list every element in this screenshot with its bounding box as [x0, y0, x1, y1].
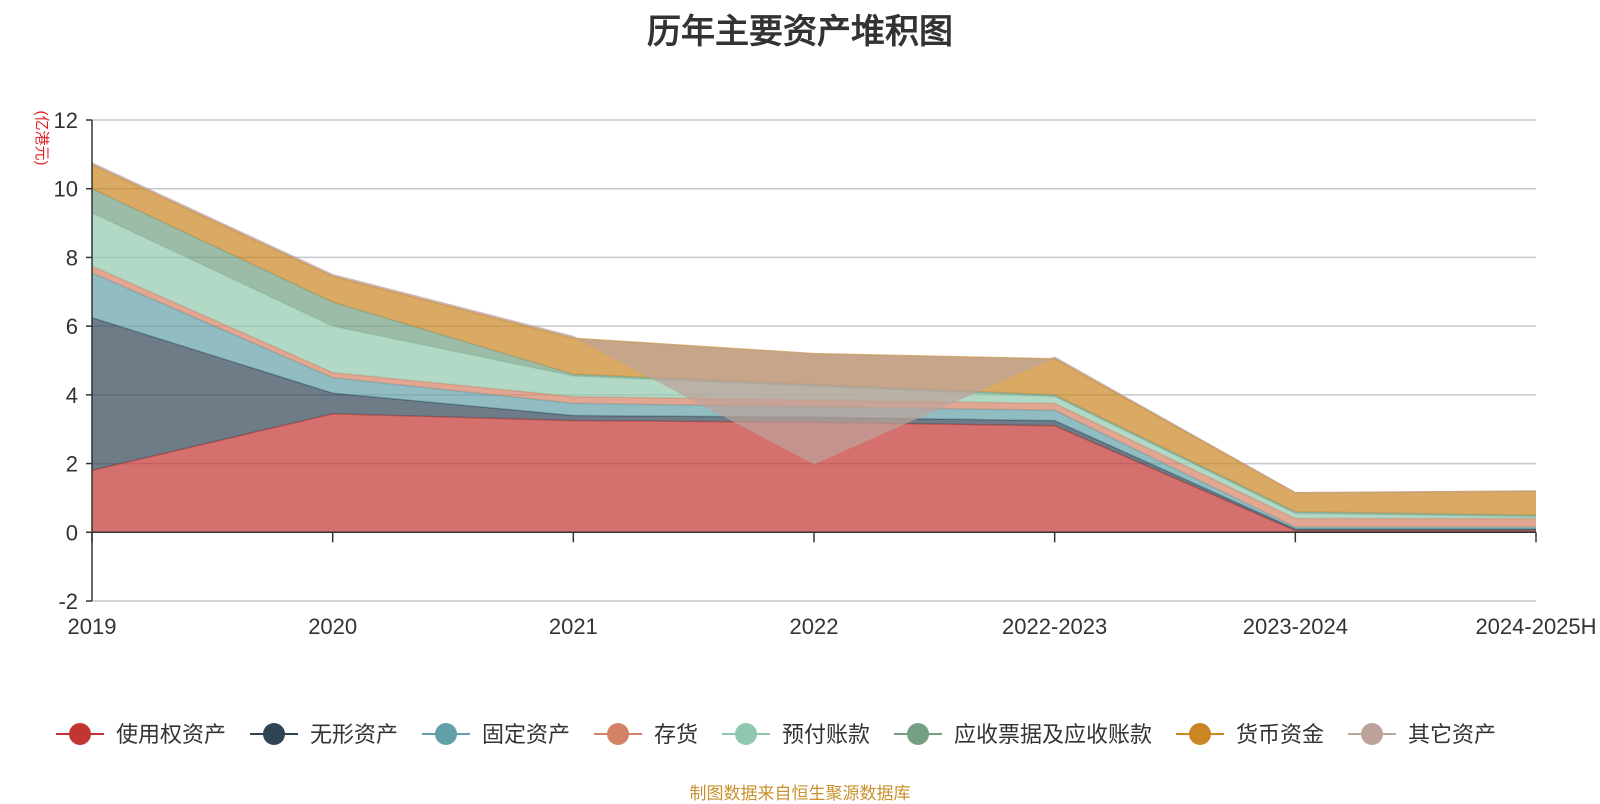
- legend-swatch-dot: [263, 723, 285, 745]
- legend-item-2[interactable]: 无形资产: [250, 722, 398, 747]
- x-tick-label: 2023-2024: [1243, 614, 1348, 639]
- legend-label: 其它资产: [1408, 722, 1496, 747]
- area-series-8: [92, 162, 1536, 493]
- y-tick-label: 10: [54, 177, 78, 202]
- legend-item-5[interactable]: 预付账款: [722, 722, 870, 747]
- legend-item-6[interactable]: 应收票据及应收账款: [894, 722, 1152, 747]
- area-series-7: [92, 164, 1536, 516]
- legend: 使用权资产 无形资产 固定资产 存货 预付账款 应收票据及应收账款 货币资金 其它资产: [56, 722, 1496, 747]
- legend-label: 固定资产: [482, 722, 570, 747]
- area-series-1: [92, 413, 1536, 533]
- area-series-5: [92, 212, 1536, 519]
- chart-title: 历年主要资产堆积图: [647, 13, 953, 51]
- legend-item-1[interactable]: 使用权资产: [56, 722, 226, 747]
- legend-swatch-dot: [69, 723, 91, 745]
- legend-swatch-dot: [735, 723, 757, 745]
- legend-item-4[interactable]: 存货: [594, 722, 698, 747]
- x-tick-label: 2022: [790, 614, 839, 639]
- legend-item-8[interactable]: 其它资产: [1348, 722, 1496, 747]
- y-tick-label: 0: [66, 520, 78, 545]
- legend-label: 无形资产: [310, 722, 398, 747]
- y-tick-label: -2: [58, 589, 78, 614]
- data-source-note: 制图数据来自恒生聚源数据库: [689, 784, 911, 803]
- legend-label: 存货: [654, 722, 698, 747]
- legend-swatch-dot: [1189, 723, 1211, 745]
- y-tick-label: 4: [66, 383, 78, 408]
- legend-swatch-dot: [435, 723, 457, 745]
- area-series: [91, 162, 1537, 533]
- legend-label: 预付账款: [782, 722, 870, 747]
- x-tick-label: 2022-2023: [1002, 614, 1107, 639]
- x-tick-label: 2021: [549, 614, 598, 639]
- area-series-2: [92, 317, 1536, 531]
- y-tick-label: 8: [66, 245, 78, 270]
- legend-label: 使用权资产: [116, 722, 226, 747]
- y-tick-label: 2: [66, 452, 78, 477]
- legend-item-7[interactable]: 货币资金: [1176, 722, 1324, 747]
- legend-label: 货币资金: [1236, 722, 1324, 747]
- legend-label: 应收票据及应收账款: [954, 722, 1152, 747]
- y-axis-unit-label: (亿港元): [33, 111, 50, 166]
- x-tick-label: 2024-2025H: [1475, 614, 1596, 639]
- legend-swatch-dot: [907, 723, 929, 745]
- legend-item-3[interactable]: 固定资产: [422, 722, 570, 747]
- area-series-4: [92, 266, 1536, 528]
- y-tick-label: 6: [66, 314, 78, 339]
- x-tick-label: 2020: [308, 614, 357, 639]
- legend-swatch-dot: [1361, 723, 1383, 745]
- series-line-8: [91, 162, 1537, 494]
- legend-swatch-dot: [607, 723, 629, 745]
- axes: -2 0 2 4 6 8 10 12 2019 2020 2021 2022 2022-2023 2023…: [33, 108, 1597, 639]
- x-tick-label: 2019: [68, 614, 117, 639]
- y-tick-label: 12: [54, 108, 78, 133]
